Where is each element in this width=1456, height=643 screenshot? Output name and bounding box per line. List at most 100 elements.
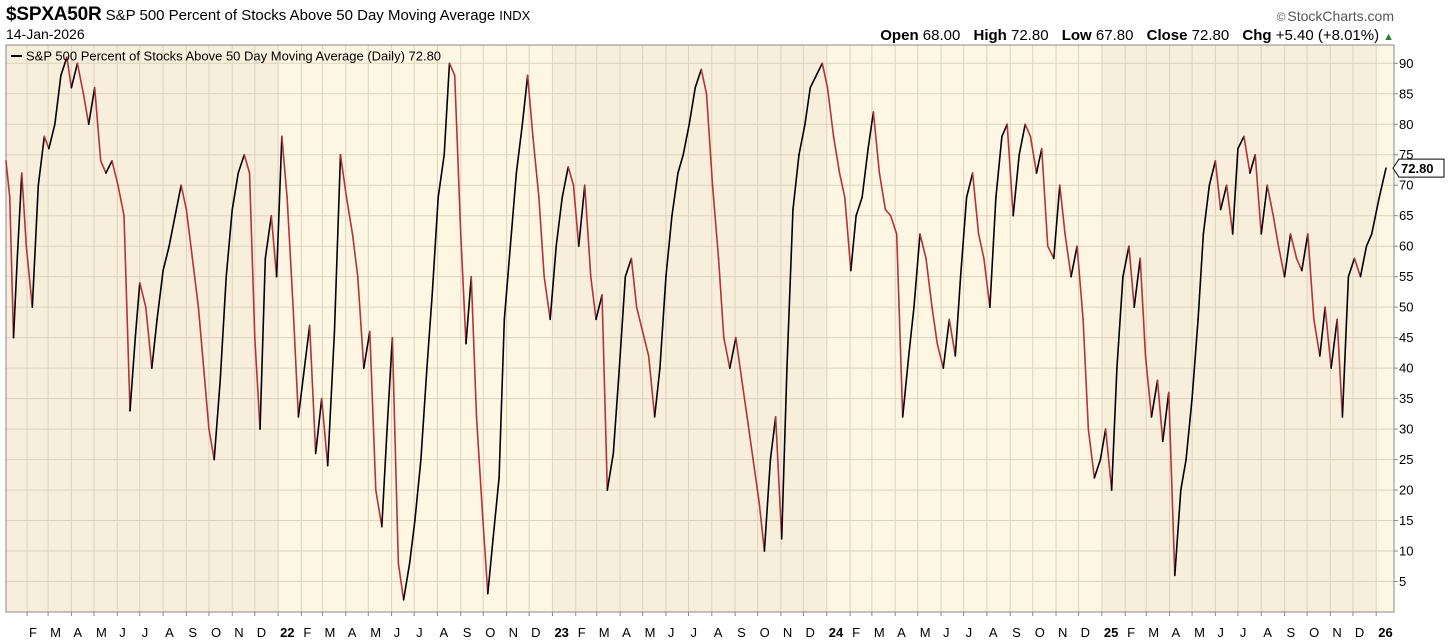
series-segment [1035,147,1043,174]
x-tick-label: A [1172,625,1181,640]
series-segment [1122,245,1130,278]
ticker-symbol: $SPXA50R [6,4,102,25]
series-segment [665,214,673,278]
series-segment [1249,153,1257,174]
x-tick-label: M [370,625,381,640]
x-tick-label: F [303,625,311,640]
series-segment [1110,367,1118,491]
series-segment [1324,306,1332,369]
series-segment [1336,318,1344,418]
series-segment [253,336,261,430]
y-tick-label: 55 [1399,269,1413,284]
series-segment [1185,397,1193,461]
series-segment [1040,147,1049,247]
series-segment [729,336,737,369]
legend-label: S&P 500 Percent of Stocks Above 50 Day M… [26,49,441,64]
series-segment [1266,184,1275,217]
y-tick-label: 25 [1399,452,1413,467]
series-segment [1093,458,1102,479]
series-segment [809,74,818,89]
series-segment [60,56,68,77]
series-segment [281,135,288,199]
series-segment [1128,245,1136,308]
series-segment [889,214,898,235]
series-segment [1307,233,1315,321]
series-segment [397,562,405,601]
series-segment [965,172,974,199]
series-segment [197,306,205,369]
series-segment [1046,245,1055,260]
series-segment [895,233,904,418]
y-tick-label: 15 [1399,513,1413,528]
series-segment [129,336,137,412]
series-segment [577,184,586,247]
series-segment [453,74,462,235]
series-segment [758,501,766,552]
y-axis: 5 10 15 20 25 30 35 40 45 50 55 60 65 70 75 80 85 90 [1394,56,1413,589]
series-segment [498,318,506,479]
x-tick-label: A [989,625,998,640]
series-segment [595,294,603,321]
series-segment [145,306,153,369]
series-segment [25,245,34,308]
series-segment [509,172,518,247]
series-segment [243,153,251,174]
series-segment [156,269,164,321]
series-segment [850,214,857,272]
chart-date: 14-Jan-2026 [6,26,85,42]
series-segment [391,336,400,565]
series-segment [43,135,50,150]
series-segment [1058,184,1066,235]
y-tick-label: 80 [1399,117,1413,132]
y-tick-label: 50 [1399,300,1413,315]
series-segment [270,214,278,278]
series-segment [867,111,875,150]
series-segment [717,257,725,339]
series-segment [919,233,927,260]
gridlines [6,45,1394,612]
series-segment [1301,233,1309,272]
series-segment [561,166,570,199]
series-segment [264,214,273,260]
series-segment [1243,135,1251,174]
exchange-label: INDX [499,8,531,23]
series-segment [12,257,19,339]
series-segment [1254,153,1263,235]
series-segment [763,458,772,552]
y-tick-label: 40 [1399,361,1413,376]
series-segment [437,153,446,199]
x-tick-label: A [348,625,357,640]
series-segment [408,519,416,565]
series-segment [420,367,428,461]
x-tick-label: F [578,625,586,640]
x-tick-label: N [234,625,243,640]
series-segment [162,245,170,272]
series-segment [682,123,691,156]
series-segment [5,160,11,199]
series-segment [677,153,685,174]
x-tick-label: 24 [829,625,844,640]
x-tick-label: N [1332,625,1341,640]
series-segment [314,397,323,455]
series-segment [752,458,760,504]
up-arrow-icon: ▲ [1383,31,1394,43]
series-segment [1144,355,1153,418]
series-segment [989,196,997,308]
brand-logo[interactable]: © StockCharts.com [1277,8,1394,24]
chg-value: +5.40 (+8.01%) [1275,27,1380,44]
series-segment [786,208,794,369]
series-segment [821,62,829,89]
series-segment [746,416,754,461]
series-segment [1018,123,1027,156]
series-segment [225,208,234,278]
brand-text: StockCharts.com [1287,8,1394,24]
x-tick-label: M [324,625,335,640]
series-segment [647,355,656,418]
series-segment [1180,458,1187,491]
series-segment [1087,428,1096,479]
series-segment [259,257,267,430]
series-segment [1052,184,1061,260]
series-segment [624,257,633,278]
y-tick-label: 45 [1399,330,1413,345]
